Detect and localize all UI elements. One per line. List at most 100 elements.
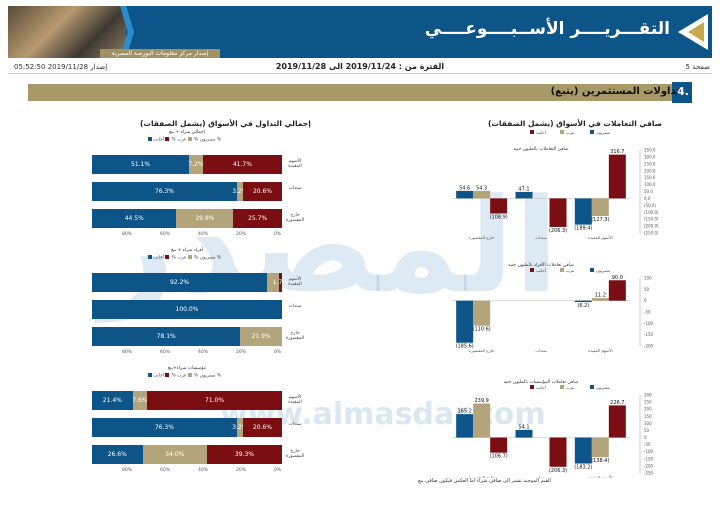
axis-tick-label: 80% (122, 350, 133, 355)
bar-segment: 51.1% (92, 155, 190, 174)
y-tick-label: 150 (644, 414, 652, 419)
chart-title: صافي تعاملات المؤسسات بالمليون جنيه (504, 380, 579, 385)
bar-segment: 76.3% (92, 418, 237, 437)
bar (591, 298, 609, 301)
legend-label: مصريون % (192, 137, 216, 143)
bar-segment: 76.3% (92, 182, 237, 201)
bar (608, 154, 626, 199)
bar-segment: 44.5% (92, 209, 177, 228)
legend-label: عرب (566, 130, 574, 135)
y-tick-label: -50 (644, 442, 651, 447)
bar (574, 437, 592, 464)
stacked-bar: 76.3% 3.2% 20.6% (92, 182, 283, 201)
legend-label: أجانب (536, 268, 546, 273)
category-label: خارج المقصورة (469, 235, 495, 240)
bar-segment: 21.9% (240, 327, 282, 346)
data-label: 54.3 (476, 185, 487, 191)
stacked-chart-subtitle: مؤسسات شراء+بيع (168, 366, 206, 371)
legend-label: أجانب % (153, 255, 222, 261)
bar (549, 437, 567, 467)
axis-tick-label: 20% (236, 468, 247, 473)
page-number: صفحة 5 (685, 63, 710, 71)
axis-tick-label: 0% (274, 468, 282, 473)
chart-title: صافي تعاملات الأفراد بالمليون جنيه (508, 261, 574, 268)
legend-swatch (560, 130, 564, 134)
data-label: (183.2) (574, 465, 592, 471)
bar-segment: 25.7% (233, 209, 282, 228)
legend-swatch (530, 130, 534, 134)
data-label: (185.6) (456, 344, 474, 350)
legend-label: أجانب % (153, 137, 222, 143)
section-marker (672, 82, 692, 103)
bar (490, 437, 508, 453)
y-tick-label: (150.0) (644, 217, 659, 222)
category-label: سندات (535, 235, 547, 240)
legend-label: مصريون (596, 130, 610, 135)
stacked-chart-legend: مصريون % عرب % أجانب % (147, 137, 221, 143)
y-tick-label: (100.0) (644, 210, 659, 215)
stacked-chart-subtitle: أفراد شراء + بيع (171, 248, 203, 253)
legend-label: عرب (566, 268, 574, 273)
legend-label: مصريون % (192, 373, 216, 379)
y-tick-label: -250 (644, 471, 654, 476)
y-tick-label: 0.0 (644, 196, 651, 201)
period-range: الفترة من : 2019/11/24 الى 2019/11/28 (275, 62, 445, 71)
publisher-label: إصدار مركز معلومات البورصة المصرية (100, 49, 220, 58)
data-label: 226.7 (610, 400, 624, 406)
bar (549, 198, 567, 227)
axis-tick-label: 40% (198, 232, 209, 237)
category-label: الأسهم المقيدة (588, 348, 613, 353)
bar (608, 405, 626, 438)
legend-swatch (530, 268, 534, 272)
row-label: خارج المقصورة (285, 213, 305, 223)
data-label: 11.2 (595, 293, 606, 299)
y-tick-label: -200 (644, 344, 654, 349)
data-label: 47.1 (518, 186, 529, 192)
y-tick-label: 50 (644, 428, 650, 433)
legend-swatch (560, 268, 564, 272)
bar (515, 429, 533, 438)
bar (473, 403, 491, 438)
category-label: سندات (535, 475, 547, 478)
bar-segment (267, 273, 279, 292)
legend-label: أجانب (536, 130, 546, 135)
legend-swatch (187, 373, 192, 377)
bar-segment: 20.6% (242, 418, 283, 437)
section-number: 4. (677, 85, 689, 98)
footnote: القيم الموجبة تشير الى صافي شراء اما الع… (418, 478, 551, 484)
legend-swatch (148, 373, 152, 377)
y-tick-label: 250.0 (644, 161, 656, 166)
bar (515, 191, 533, 199)
stacked-chart-subtitle: إجمالي شراء + بيع (169, 130, 205, 135)
y-tick-label: 100.0 (644, 182, 656, 187)
axis-tick-label: 0% (274, 232, 282, 237)
y-tick-label: -150 (644, 456, 654, 461)
axis-tick-label: 0% (274, 350, 282, 355)
data-label: (189.4) (574, 226, 592, 232)
bar-segment: 41.7% (202, 155, 282, 174)
axis-tick-label: 40% (198, 350, 209, 355)
legend-swatch (590, 268, 594, 272)
section-bar (28, 84, 692, 101)
row-label: الأسهم المقيدة (288, 277, 302, 287)
legend-swatch (148, 255, 152, 259)
category-label: الأسهم المقيدة (588, 475, 613, 478)
bar-segment: 78.1% (92, 327, 241, 346)
stacked-bar: 44.5% 29.9% 25.7% (92, 209, 282, 228)
right-column-title: صافي التعاملات في الأسواق (يشمل الصفقات) (488, 119, 662, 128)
row-label: الأسهم المقيدة (288, 159, 302, 169)
y-tick-label: 100 (644, 276, 652, 281)
legend-label: أجانب (536, 385, 546, 390)
y-tick-label: 200 (644, 407, 652, 412)
y-tick-label: (250.0) (644, 231, 659, 236)
bar-segment: 1.7% (273, 273, 288, 292)
y-tick-label: 300.0 (644, 154, 656, 159)
y-tick-label: 100 (644, 421, 652, 426)
issue-timestamp: إصدار 2019/11/28 05:52:50 (14, 63, 108, 71)
bar-segment: 29.9% (176, 209, 234, 228)
y-tick-label: -50 (644, 310, 651, 315)
data-label: 239.9 (475, 398, 489, 404)
row-label: سندات (288, 304, 302, 309)
y-tick-label: -150 (644, 332, 654, 337)
row-label: سندات (288, 186, 302, 191)
